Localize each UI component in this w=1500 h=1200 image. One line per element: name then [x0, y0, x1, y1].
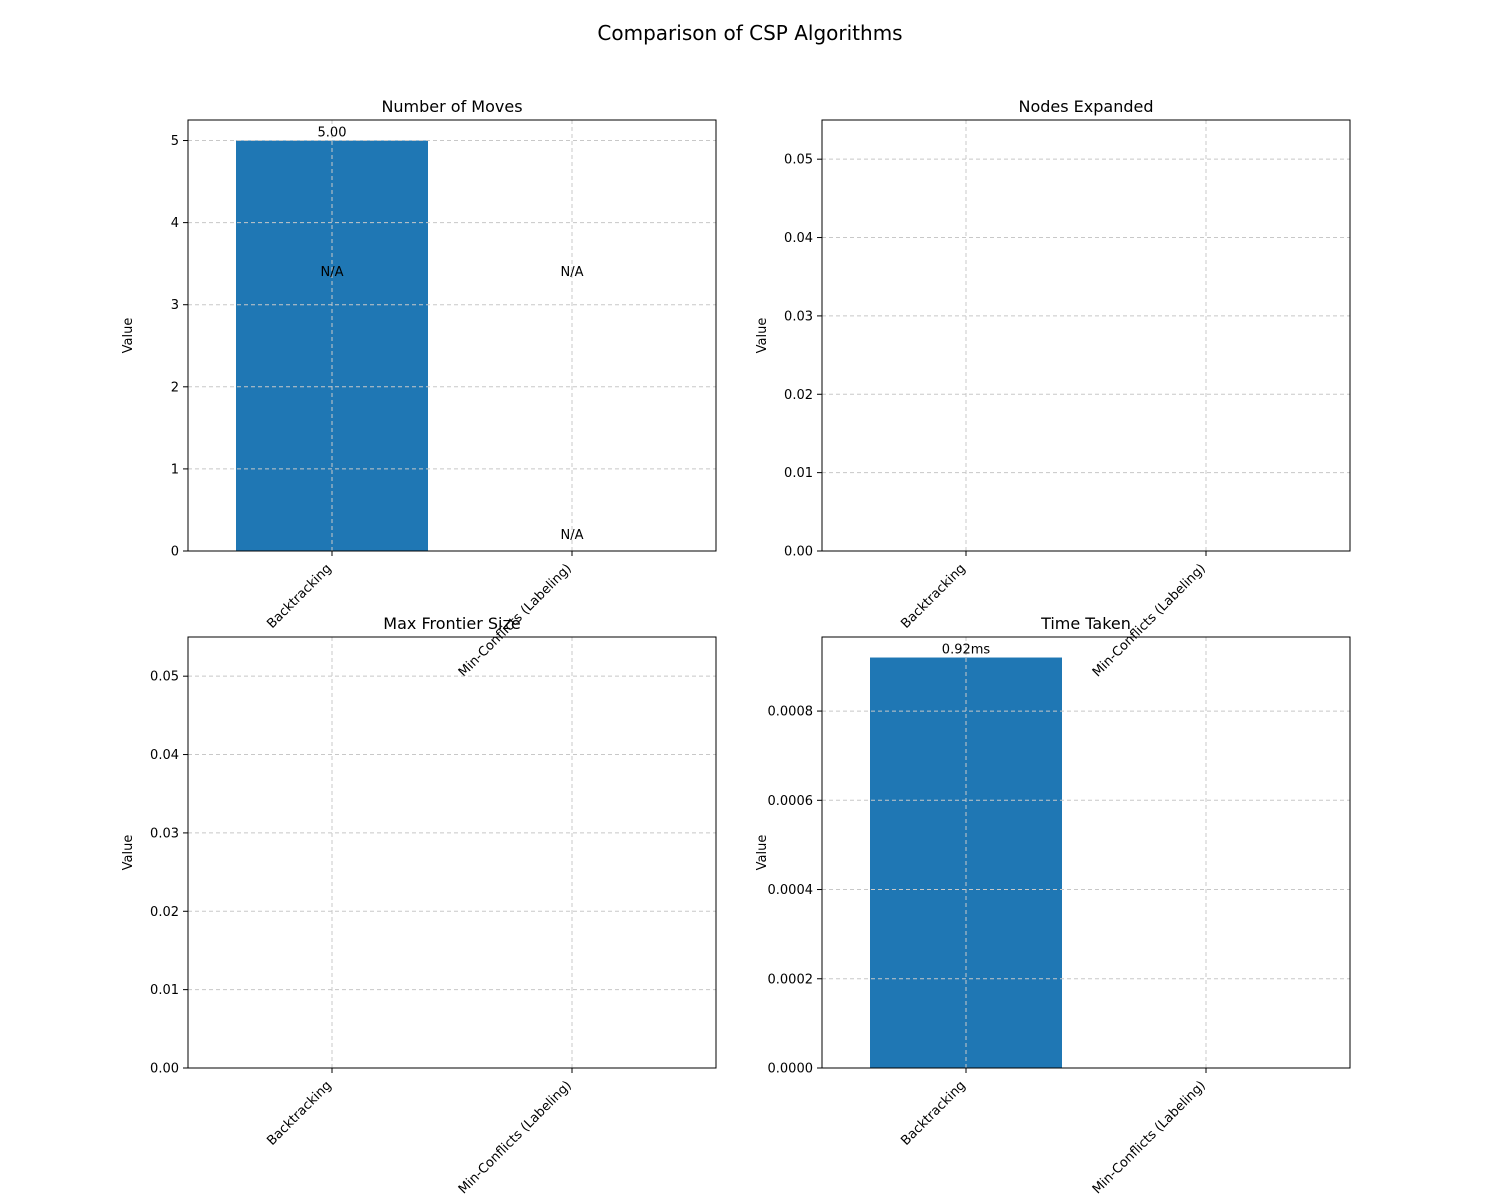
- y-tick-label: 0.0002: [768, 972, 814, 987]
- x-tick-label: Min-Conflicts (Labeling): [456, 1078, 575, 1197]
- subplot-title: Nodes Expanded: [1018, 97, 1153, 116]
- y-axis-label: Value: [121, 318, 136, 354]
- y-tick-label: 0.0000: [768, 1062, 814, 1077]
- y-tick-label: 0.01: [150, 983, 179, 998]
- y-tick-label: 0.03: [784, 309, 813, 324]
- y-tick-label: 0.02: [150, 905, 179, 920]
- x-tick-label: Min-Conflicts (Labeling): [1090, 1078, 1209, 1197]
- y-tick-label: 4: [171, 216, 179, 231]
- y-tick-label: 0.00: [784, 545, 813, 560]
- subplot-4: 0.0000 0.0002 0.0004 0.0006 0.0008 Backtracki…: [755, 614, 1351, 1197]
- y-tick-label: 0.05: [150, 670, 179, 685]
- y-axis-label: Value: [121, 835, 136, 871]
- y-tick-label: 0.04: [784, 231, 813, 246]
- subplots: 0 1 2 3 4 5 Backtracking Min-Conflicts (Labelin…: [121, 97, 1351, 1197]
- y-tick-label: 1: [171, 462, 179, 477]
- x-tick-label: Backtracking: [264, 561, 335, 632]
- plot-frame: [821, 636, 1351, 1069]
- y-tick-label: 0.05: [784, 153, 813, 168]
- bar-value-label: N/A: [321, 265, 344, 280]
- y-axis-label: Value: [755, 318, 770, 354]
- y-tick-label: 0: [171, 545, 179, 560]
- y-tick-label: 0.04: [150, 748, 179, 763]
- subplot-title: Max Frontier Size: [383, 614, 520, 633]
- y-tick-label: 0.0008: [768, 705, 814, 720]
- x-tick-label: Backtracking: [898, 1078, 969, 1149]
- subplot-title: Time Taken: [1040, 614, 1131, 633]
- figure-suptitle: Comparison of CSP Algorithms: [597, 21, 902, 45]
- y-tick-label: 2: [171, 380, 179, 395]
- bar-value-label: N/A: [561, 528, 584, 543]
- y-tick-label: 0.00: [150, 1062, 179, 1077]
- x-tick-label: Backtracking: [898, 561, 969, 632]
- y-tick-label: 0.01: [784, 466, 813, 481]
- y-tick-label: 3: [171, 298, 179, 313]
- bar-value-label: 5.00: [318, 126, 347, 141]
- plot-frame: [821, 119, 1351, 552]
- plot-frame: [187, 636, 717, 1069]
- y-tick-label: 5: [171, 134, 179, 149]
- x-tick-label: Backtracking: [264, 1078, 335, 1149]
- y-tick-label: 0.02: [784, 388, 813, 403]
- bar-value-label: 0.92ms: [942, 643, 991, 658]
- y-axis-label: Value: [755, 835, 770, 871]
- y-tick-label: 0.0004: [768, 883, 814, 898]
- subplot-title: Number of Moves: [381, 97, 522, 116]
- y-tick-label: 0.03: [150, 826, 179, 841]
- subplot-3: 0.00 0.01 0.02 0.03 0.04 0.05 Backtracking Min-…: [121, 614, 717, 1197]
- bar-value-label: N/A: [561, 265, 584, 280]
- y-tick-label: 0.0006: [768, 794, 814, 809]
- plot-frame: [187, 119, 717, 552]
